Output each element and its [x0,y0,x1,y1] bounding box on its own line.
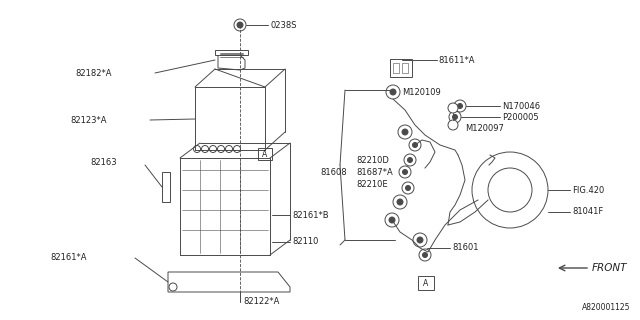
Text: M120097: M120097 [465,124,504,132]
Circle shape [409,139,421,151]
Circle shape [404,154,416,166]
Circle shape [448,103,458,113]
Bar [258,148,272,160]
Text: 81687*A: 81687*A [356,167,393,177]
Circle shape [458,103,463,108]
Circle shape [448,120,458,130]
Bar [418,276,434,290]
Text: 82210E: 82210E [356,180,388,188]
Circle shape [397,199,403,205]
Circle shape [225,146,232,153]
Circle shape [422,252,428,258]
Text: 81041F: 81041F [572,207,604,217]
Circle shape [234,146,241,153]
Text: A820001125: A820001125 [582,303,630,312]
Text: P200005: P200005 [502,113,539,122]
Text: M120109: M120109 [402,87,441,97]
Text: 81611*A: 81611*A [438,55,474,65]
Text: 82210D: 82210D [356,156,389,164]
Circle shape [454,100,466,112]
Circle shape [472,152,548,228]
Text: 81608: 81608 [320,167,347,177]
Text: 82110: 82110 [292,237,318,246]
Circle shape [237,22,243,28]
Circle shape [234,19,246,31]
Circle shape [449,111,461,123]
Text: 81601: 81601 [452,244,479,252]
Circle shape [402,129,408,135]
Bar [162,172,170,202]
Text: 0238S: 0238S [270,20,296,29]
Circle shape [488,168,532,212]
Text: FRONT: FRONT [592,263,627,273]
Circle shape [403,170,408,174]
Circle shape [389,217,395,223]
Circle shape [390,89,396,95]
Polygon shape [215,50,248,55]
Circle shape [202,146,209,153]
Text: 82161*B: 82161*B [292,211,328,220]
Circle shape [398,125,412,139]
Circle shape [406,186,410,190]
Text: 82122*A: 82122*A [243,298,280,307]
Circle shape [386,85,400,99]
Text: N170046: N170046 [502,101,540,110]
Text: A: A [262,149,268,158]
Circle shape [413,233,427,247]
Text: 82182*A: 82182*A [75,68,111,77]
Circle shape [452,115,458,119]
Text: FIG.420: FIG.420 [572,186,604,195]
Circle shape [393,195,407,209]
Circle shape [209,146,216,153]
Circle shape [408,157,413,163]
Text: A: A [424,278,429,287]
Bar [402,63,408,73]
Circle shape [419,249,431,261]
Text: 82161*A: 82161*A [50,253,86,262]
Circle shape [399,166,411,178]
Circle shape [218,146,225,153]
Bar [390,59,412,77]
Text: 82163: 82163 [90,157,116,166]
Circle shape [169,283,177,291]
Circle shape [402,182,414,194]
Polygon shape [168,272,290,292]
Circle shape [417,237,423,243]
Circle shape [385,213,399,227]
Polygon shape [218,55,245,70]
Circle shape [193,146,200,153]
Bar [393,63,399,73]
Text: 82123*A: 82123*A [70,116,106,124]
Circle shape [413,142,417,148]
